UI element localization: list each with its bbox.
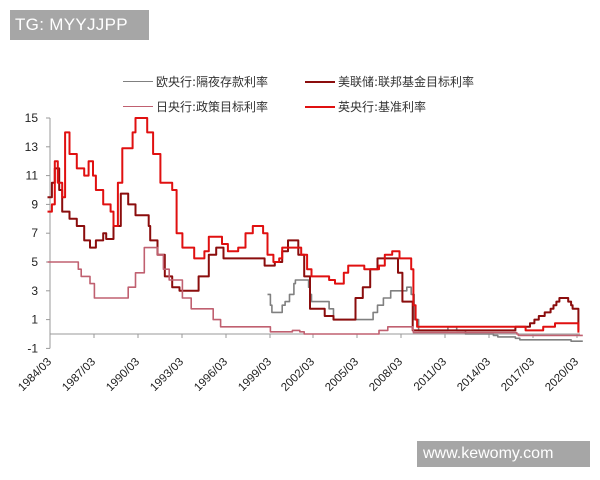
watermark-bottom: www.kewomy.com — [417, 441, 590, 467]
x-tick-label: 2002/03 — [279, 356, 317, 394]
x-tick-label: 2020/03 — [543, 356, 581, 394]
x-tick-label: 2017/03 — [499, 356, 537, 394]
series-line — [267, 279, 583, 342]
legend-label-boj: 日央行:政策目标利率 — [156, 100, 269, 114]
x-tick-label: 1984/03 — [16, 356, 54, 394]
legend-swatch-fed — [305, 80, 335, 83]
legend-item-fed: 美联储:联邦基金目标利率 — [305, 73, 474, 90]
legend-label-boe: 英央行:基准利率 — [338, 100, 427, 114]
chart-legend: 欧央行:隔夜存款利率 美联储:联邦基金目标利率 日央行:政策目标利率 英央行:基… — [0, 0, 600, 120]
x-tick-label: 2014/03 — [455, 356, 493, 394]
series-line — [47, 246, 583, 337]
x-tick-label: 1999/03 — [236, 356, 274, 394]
series-line — [47, 167, 580, 332]
legend-item-ecb: 欧央行:隔夜存款利率 — [123, 73, 268, 90]
chart-series — [47, 117, 583, 342]
watermark-top: TG: MYYJJPP — [10, 10, 149, 40]
x-tick-label: 2005/03 — [323, 356, 361, 394]
x-tick-label: 2008/03 — [367, 356, 405, 394]
x-tick-label: 1990/03 — [104, 356, 142, 394]
x-tick-label: 2011/03 — [412, 356, 449, 393]
x-tick-label: 1987/03 — [60, 356, 98, 394]
y-tick-label: 7 — [31, 226, 38, 240]
y-tick-label: 11 — [26, 169, 39, 183]
y-tick-label: 3 — [31, 284, 38, 298]
y-tick-label: 9 — [31, 197, 38, 211]
y-tick-label: 13 — [25, 140, 39, 154]
y-tick-label: 15 — [25, 111, 39, 125]
series-line — [47, 117, 580, 333]
legend-swatch-boj — [123, 106, 153, 107]
y-tick-label: -1 — [27, 341, 38, 355]
legend-swatch-boe — [305, 105, 335, 108]
legend-label-ecb: 欧央行:隔夜存款利率 — [156, 75, 269, 89]
legend-item-boe: 英央行:基准利率 — [305, 98, 426, 115]
y-tick-label: 5 — [31, 255, 38, 269]
legend-label-fed: 美联储:联邦基金目标利率 — [338, 75, 475, 89]
x-tick-label: 1993/03 — [148, 356, 186, 394]
legend-swatch-ecb — [123, 81, 153, 82]
legend-item-boj: 日央行:政策目标利率 — [123, 98, 268, 115]
x-tick-label: 1996/03 — [192, 356, 230, 394]
y-tick-label: 1 — [31, 313, 38, 327]
